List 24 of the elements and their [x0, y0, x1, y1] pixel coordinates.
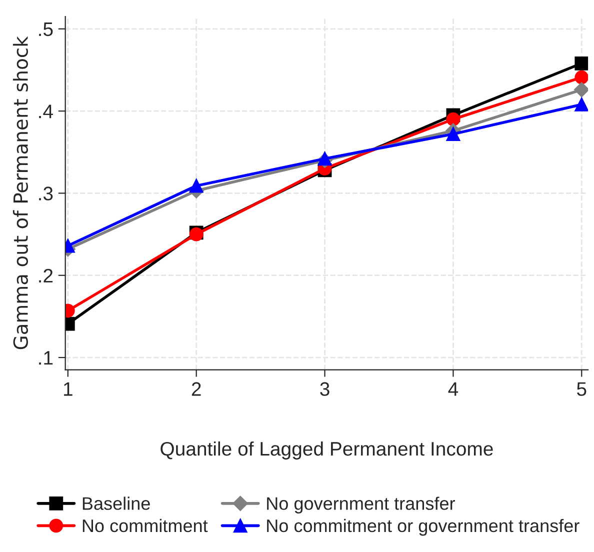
legend-label: No government transfer — [267, 496, 455, 514]
y-tick-label: .1 — [39, 351, 53, 365]
x-tick-label: 4 — [448, 382, 458, 396]
point — [446, 112, 460, 126]
x-tick-label: 5 — [577, 382, 586, 396]
point — [574, 56, 588, 70]
x-axis-title: Quantile of Lagged Permanent Income — [160, 441, 493, 460]
legend-label: Baseline — [82, 496, 150, 510]
point — [446, 127, 460, 141]
y-tick-label: .5 — [39, 22, 53, 36]
point — [574, 82, 588, 98]
point — [189, 178, 204, 193]
x-tick-label: 2 — [192, 382, 201, 396]
legend-label: No commitment — [82, 518, 208, 532]
x-tick-label: 1 — [64, 382, 72, 396]
y-axis-title: Gamma out of Permanent shock — [12, 36, 28, 350]
y-tick-label: .3 — [39, 186, 53, 200]
point — [574, 98, 588, 112]
legend-label: No commitment or government transfer — [267, 518, 580, 536]
y-tick-label: .2 — [39, 268, 53, 282]
point — [574, 70, 588, 84]
point — [318, 152, 332, 166]
y-tick-label: .4 — [39, 104, 53, 118]
x-tick-label: 3 — [320, 382, 330, 396]
